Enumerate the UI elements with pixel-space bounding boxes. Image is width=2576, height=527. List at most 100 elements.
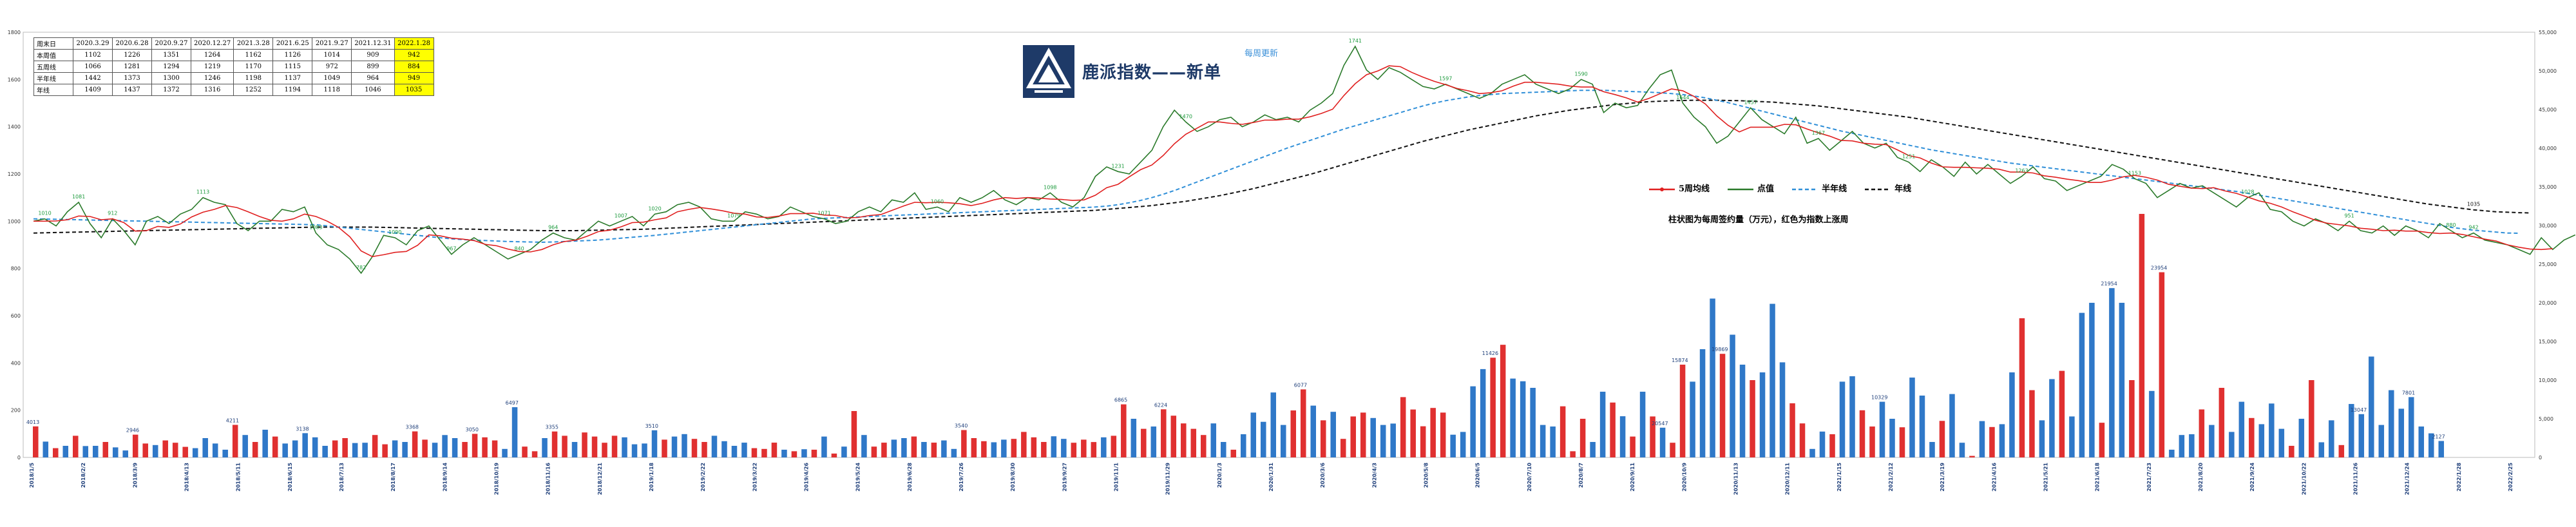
volume-bar <box>322 446 328 457</box>
x-axis-tick: 2018/4/13 <box>184 463 190 492</box>
volume-bar <box>2209 425 2215 457</box>
left-axis-tick: 1600 <box>8 77 21 82</box>
volume-bar <box>1619 416 1626 457</box>
volume-bar <box>342 438 348 457</box>
line-data-label: 951 <box>2344 213 2354 218</box>
volume-bar <box>2139 214 2145 457</box>
table-cell: 1049 <box>312 72 352 84</box>
right-axis-tick: 5,000 <box>2539 416 2553 422</box>
volume-bar <box>82 446 89 457</box>
volume-bar <box>682 434 687 457</box>
x-axis-tick: 2022/1/28 <box>2456 463 2462 492</box>
table-cell: 942 <box>394 49 434 61</box>
volume-bar <box>941 440 947 457</box>
table-cell: 1442 <box>73 72 113 84</box>
volume-bar <box>671 436 678 457</box>
volume-bar <box>551 431 558 457</box>
volume-bar <box>1051 436 1057 457</box>
volume-bar <box>1021 432 1027 457</box>
table-cell: 1194 <box>272 84 313 96</box>
table-cell: 899 <box>351 61 395 73</box>
x-axis-tick: 2019/3/22 <box>752 463 758 492</box>
volume-bar <box>2369 356 2374 457</box>
x-axis-tick: 2019/4/26 <box>804 463 810 492</box>
table-cell: 1066 <box>73 61 113 73</box>
volume-bar <box>921 442 927 457</box>
left-axis-tick: 1000 <box>8 218 21 224</box>
volume-bar <box>1639 392 1646 457</box>
right-axis-tick: 40,000 <box>2539 146 2557 151</box>
line-data-label: 1007 <box>615 213 627 218</box>
volume-bar <box>2199 409 2205 457</box>
volume-bar <box>1839 381 1846 457</box>
volume-bar <box>582 432 587 457</box>
volume-bar <box>172 443 178 457</box>
volume-bar <box>2389 390 2394 457</box>
table-cell: 964 <box>351 72 395 84</box>
x-axis-tick: 2021/4/16 <box>1991 463 1997 492</box>
volume-bar <box>1061 439 1067 457</box>
left-axis-tick: 1800 <box>8 30 21 35</box>
volume-bar <box>511 407 518 457</box>
volume-bar <box>591 436 598 457</box>
legend-item: 半年线 <box>1792 182 1847 194</box>
volume-bar <box>991 442 997 457</box>
x-axis-tick: 2019/11/29 <box>1165 463 1171 495</box>
table-cell: 1373 <box>112 72 152 84</box>
x-axis-tick: 2019/8/30 <box>1010 463 1016 492</box>
x-axis-tick: 2018/5/11 <box>236 463 242 492</box>
volume-bar <box>611 436 618 457</box>
volume-bar <box>1919 396 1925 457</box>
bar-data-label: 3510 <box>645 423 658 429</box>
line-data-label: 880 <box>2446 222 2456 228</box>
x-axis-tick: 2021/3/19 <box>1940 463 1945 492</box>
volume-bar <box>432 443 438 457</box>
volume-bar <box>1370 417 1376 457</box>
volume-bar <box>2059 370 2065 457</box>
x-axis-tick: 2022/2/25 <box>2508 463 2514 492</box>
table-cell: 909 <box>351 49 395 61</box>
series-line-ma5 <box>33 65 2553 258</box>
x-axis-tick: 2021/8/20 <box>2198 463 2204 492</box>
volume-bar <box>1150 426 1157 457</box>
right-axis-tick: 35,000 <box>2539 184 2557 190</box>
volume-bar <box>2229 432 2235 457</box>
plot-frame <box>23 32 2535 458</box>
volume-bar <box>1879 401 1885 457</box>
volume-bar <box>262 430 268 457</box>
volume-bar <box>1690 381 1695 457</box>
volume-bar <box>2159 272 2165 457</box>
right-axis-tick: 25,000 <box>2539 262 2557 267</box>
volume-bar <box>392 440 398 457</box>
volume-bar <box>1999 424 2005 457</box>
line-data-label: 1470 <box>1179 113 1192 119</box>
line-data-label: 1590 <box>1574 71 1587 77</box>
volume-bar <box>791 451 797 457</box>
volume-bar <box>1630 436 1636 457</box>
volume-bar <box>751 448 758 457</box>
line-data-label: 912 <box>108 211 117 216</box>
table-row: 本周值 1102 1226 1351 1264 1162 1126 1014 909 942 <box>33 49 434 61</box>
volume-bar <box>2109 288 2115 457</box>
table-cell: 1264 <box>190 49 234 61</box>
x-axis-tick: 2018/2/2 <box>81 463 86 488</box>
right-axis-tick: 55,000 <box>2539 30 2557 35</box>
volume-bar <box>1190 428 1197 457</box>
volume-bar <box>542 438 548 457</box>
table-cell: 884 <box>394 61 434 73</box>
table-cell: 1246 <box>190 72 234 84</box>
line-data-label: 967 <box>446 246 456 252</box>
volume-bar <box>1161 409 1167 457</box>
volume-bar <box>212 443 218 457</box>
volume-bar <box>2119 303 2125 457</box>
table-date-cell: 2020.6.28 <box>112 37 152 50</box>
volume-bar <box>1659 427 1666 457</box>
volume-bar <box>2258 424 2265 457</box>
volume-bar <box>332 440 338 457</box>
volume-bar <box>1041 442 1047 457</box>
x-axis-tick: 2020/7/10 <box>1527 463 1532 492</box>
line-data-label: 1113 <box>196 189 209 195</box>
left-axis-tick: 0 <box>17 455 21 461</box>
bar-data-label: 23954 <box>2151 265 2167 271</box>
left-axis-tick: 200 <box>11 408 21 414</box>
